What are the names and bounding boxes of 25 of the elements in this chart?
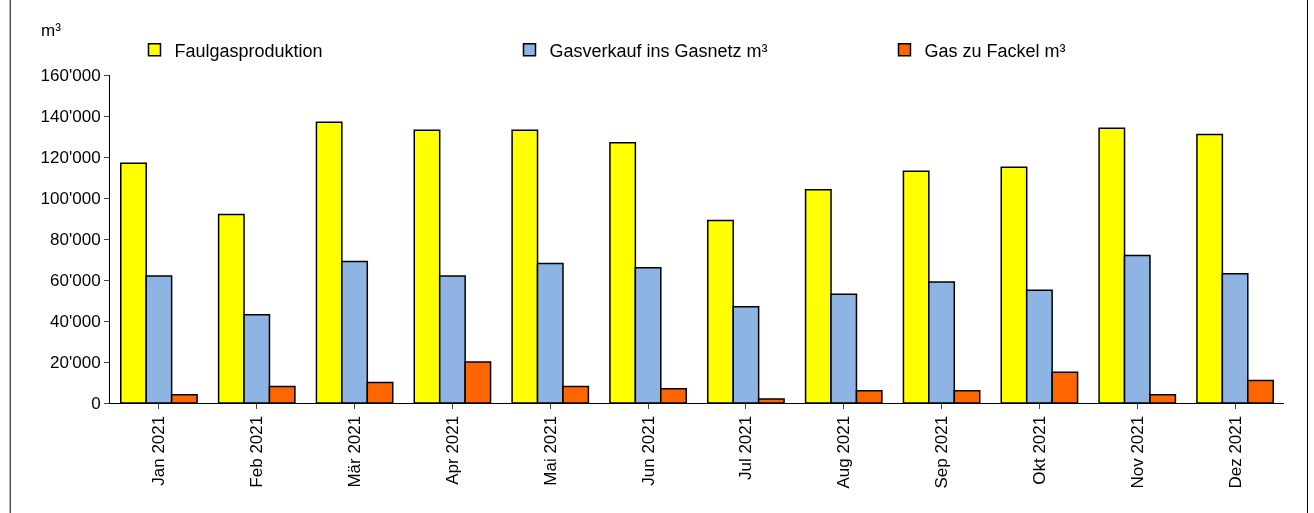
x-tick-label: Sep 2021 [932,415,952,489]
x-tick-label: Jul 2021 [736,415,756,481]
legend-label: Gas zu Fackel m³ [924,40,1066,61]
y-tick-label: 160'000 [40,65,101,85]
x-tick-label: Dez 2021 [1225,415,1245,489]
legend-label: Gasverkauf ins Gasnetz m³ [549,40,768,61]
y-axis-title: m³ [41,21,62,40]
x-tick-label: Feb 2021 [247,415,267,488]
x-tick-label: Apr 2021 [442,415,462,485]
x-tick-label: Aug 2021 [834,415,854,489]
y-tick-label: 100'000 [40,188,101,208]
y-tick-label: 0 [91,393,101,413]
x-tick-label: Nov 2021 [1127,415,1147,489]
y-tick-label: 140'000 [40,106,101,126]
legend-label: Faulgasproduktion [174,40,323,61]
y-tick-label: 40'000 [50,311,101,331]
y-tick-label: 20'000 [50,352,101,372]
x-tick-label: Jan 2021 [149,415,169,486]
y-tick-label: 120'000 [40,147,101,167]
y-tick-label: 60'000 [50,270,101,290]
x-tick-label: Okt 2021 [1029,415,1049,485]
x-tick-label: Mär 2021 [345,415,365,488]
x-tick-label: Mai 2021 [540,415,560,486]
y-tick-label: 80'000 [50,229,101,249]
x-tick-label: Jun 2021 [638,415,658,486]
